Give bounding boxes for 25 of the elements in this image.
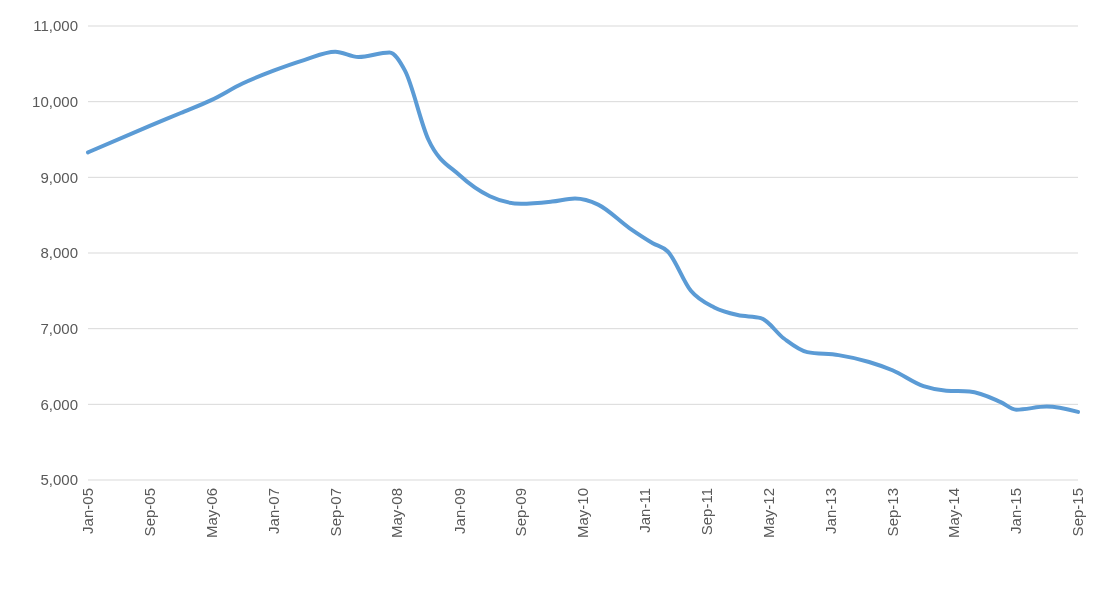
x-tick-label: May-06	[202, 488, 220, 539]
x-tick-label: Sep-13	[883, 488, 901, 537]
y-tick-label: 5,000	[40, 471, 78, 489]
x-tick-label: May-12	[759, 488, 777, 539]
x-tick-label: Jan-15	[1007, 488, 1025, 534]
y-tick-label: 9,000	[40, 168, 78, 186]
x-tick-label: May-14	[945, 488, 963, 539]
y-tick-label: 6,000	[40, 395, 78, 413]
y-tick-label: 8,000	[40, 244, 78, 262]
y-tick-label: 10,000	[32, 92, 78, 110]
x-tick-label: Jan-09	[450, 488, 468, 534]
x-tick-label: Sep-09	[512, 488, 530, 537]
line-series	[86, 49, 1080, 414]
y-tick-label: 7,000	[40, 319, 78, 337]
y-tick-label: 11,000	[33, 17, 78, 35]
x-tick-label: Sep-11	[697, 488, 715, 536]
x-tick-label: Jan-11	[636, 488, 654, 533]
x-tick-label: Jan-07	[264, 488, 282, 534]
x-tick-label: May-08	[388, 488, 406, 539]
x-tick-label: Sep-07	[326, 488, 344, 537]
x-tick-label: May-10	[573, 488, 591, 539]
x-tick-label: Jan-13	[821, 488, 839, 534]
x-tick-label: Sep-15	[1069, 488, 1087, 537]
x-tick-label: Jan-05	[79, 488, 97, 534]
x-tick-label: Sep-05	[141, 488, 159, 537]
